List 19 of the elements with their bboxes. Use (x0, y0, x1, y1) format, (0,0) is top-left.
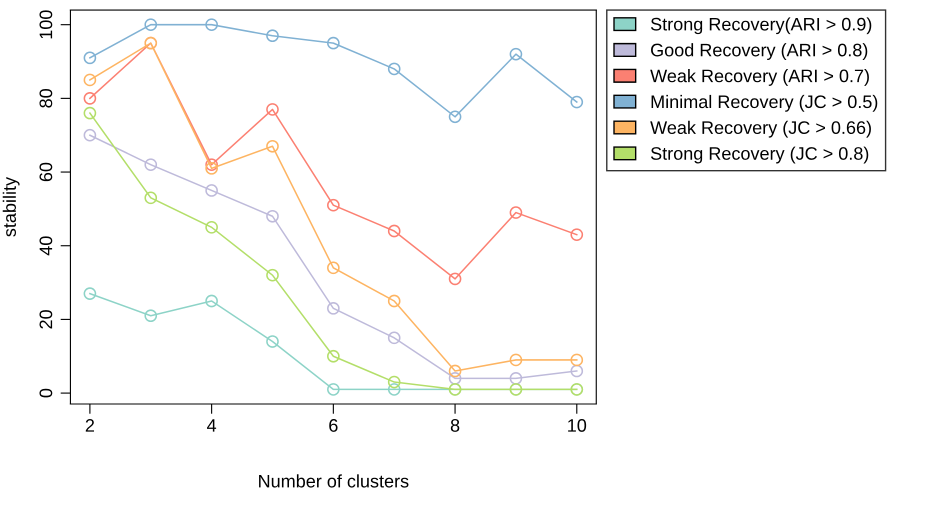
legend-label: Weak Recovery (ARI > 0.7) (650, 69, 869, 86)
y-tick-label: 20 (39, 310, 52, 329)
x-tick-label: 10 (568, 419, 586, 432)
y-axis-title: stability (2, 176, 20, 237)
legend-label: Good Recovery (ARI > 0.8) (651, 43, 868, 60)
x-tick-label: 4 (207, 419, 216, 432)
y-tick-label: 40 (39, 236, 52, 256)
x-tick-label: 6 (329, 419, 338, 432)
y-tick-label: 100 (39, 10, 52, 38)
y-tick-label: 60 (39, 162, 52, 182)
x-tick-label: 2 (86, 419, 94, 432)
legend-label: Strong Recovery(ARI > 0.9) (650, 17, 872, 34)
x-axis-title: Number of clusters (259, 474, 408, 488)
legend-label: Strong Recovery (JC > 0.8) (650, 146, 868, 164)
y-tick-label: 0 (39, 388, 52, 398)
y-tick-label: 80 (39, 89, 52, 108)
legend-label: Minimal Recovery (JC > 0.5) (652, 94, 878, 112)
legend-label: Weak Recovery (JC > 0.66) (650, 120, 871, 138)
x-tick-label: 8 (450, 419, 460, 432)
